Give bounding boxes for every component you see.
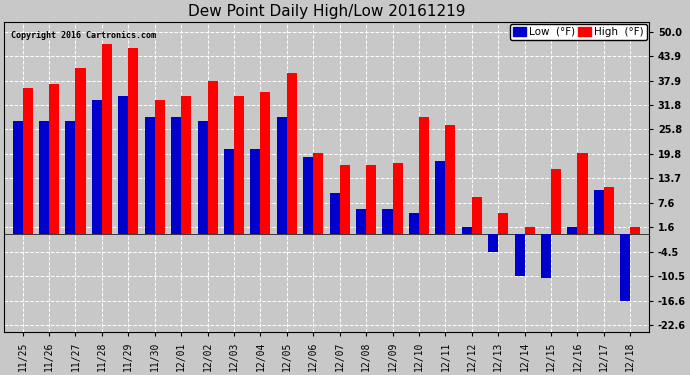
Bar [524, 227, 535, 234]
Bar [630, 227, 640, 234]
Bar [515, 234, 524, 276]
Bar [409, 213, 419, 234]
Bar [39, 121, 49, 234]
Bar [488, 234, 498, 252]
Bar [49, 84, 59, 234]
Bar [462, 227, 472, 234]
Bar [23, 88, 32, 234]
Bar [303, 157, 313, 234]
Bar [366, 165, 376, 234]
Bar [393, 163, 402, 234]
Bar [250, 149, 260, 234]
Bar [578, 153, 587, 234]
Legend: Low  (°F), High  (°F): Low (°F), High (°F) [511, 24, 647, 40]
Bar [75, 68, 86, 234]
Bar [435, 161, 445, 234]
Bar [604, 187, 614, 234]
Bar [551, 169, 561, 234]
Bar [102, 44, 112, 234]
Bar [224, 149, 234, 234]
Bar [277, 117, 287, 234]
Bar [620, 234, 630, 300]
Bar [171, 117, 181, 234]
Bar [313, 153, 324, 234]
Bar [287, 73, 297, 234]
Bar [594, 190, 604, 234]
Bar [181, 96, 191, 234]
Title: Dew Point Daily High/Low 20161219: Dew Point Daily High/Low 20161219 [188, 4, 465, 19]
Bar [197, 121, 208, 234]
Bar [260, 92, 270, 234]
Bar [128, 48, 139, 234]
Bar [498, 213, 509, 234]
Bar [330, 193, 339, 234]
Bar [66, 121, 75, 234]
Bar [339, 165, 350, 234]
Bar [145, 117, 155, 234]
Bar [92, 100, 102, 234]
Bar [234, 96, 244, 234]
Bar [356, 209, 366, 234]
Text: Copyright 2016 Cartronics.com: Copyright 2016 Cartronics.com [10, 31, 156, 40]
Bar [155, 100, 165, 234]
Bar [118, 96, 128, 234]
Bar [382, 209, 393, 234]
Bar [472, 197, 482, 234]
Bar [567, 227, 578, 234]
Bar [12, 121, 23, 234]
Bar [208, 81, 217, 234]
Bar [445, 124, 455, 234]
Bar [541, 234, 551, 278]
Bar [419, 117, 429, 234]
